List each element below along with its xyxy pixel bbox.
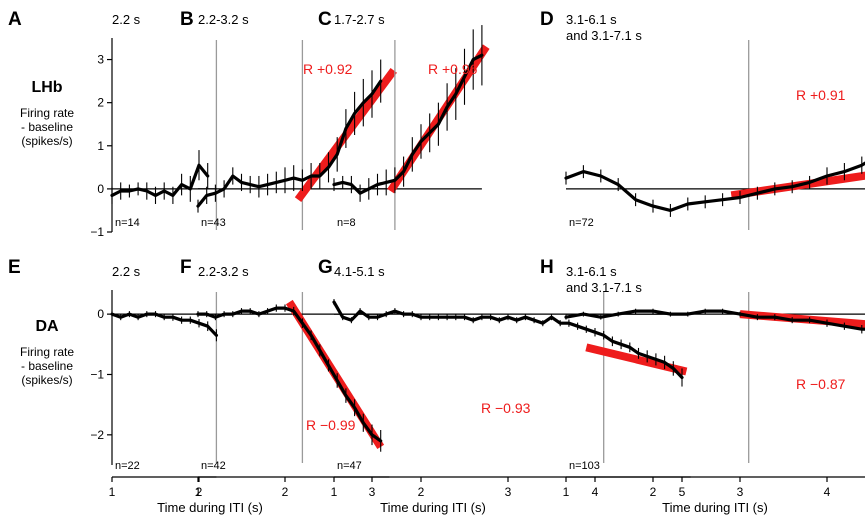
- panel-title-f: 2.2-3.2 s: [198, 264, 249, 279]
- x-tick-label-g-4: 5: [679, 485, 686, 499]
- x-tick-label-f-1: 2: [282, 485, 289, 499]
- panel-letter-H: H: [540, 257, 554, 278]
- x-tick-label-g-3: 4: [592, 485, 599, 499]
- mean-trace-f: [196, 306, 383, 443]
- x-tick-label-h-1: 2: [650, 485, 657, 499]
- panel-title-a: 2.2 s: [112, 12, 141, 27]
- panel-g: 1 2 3 4 5 4.1-5.1 s n=47 R −0.93: [331, 264, 691, 499]
- x-tick-label-e-1: 2: [196, 485, 203, 499]
- y-tick-label-a-4: 3: [97, 53, 104, 67]
- r-label-b: R +0.92: [303, 61, 353, 77]
- x-tick-label-f-2: 3: [369, 485, 376, 499]
- n-label-a: n=14: [115, 217, 140, 229]
- panel-letter-G: G: [318, 257, 333, 278]
- row-ylabel-da-2: - baseline: [21, 359, 73, 373]
- panel-title-h-0: 3.1-6.1 s: [566, 264, 617, 279]
- n-label-f: n=42: [201, 460, 226, 472]
- panel-letter-B: B: [180, 9, 194, 30]
- xlabel-g: Time during ITI (s): [380, 500, 486, 515]
- row-ylabel-lhb-2: - baseline: [21, 120, 73, 134]
- xlabel-ef: Time during ITI (s): [157, 500, 263, 515]
- mean-trace-h: [564, 309, 865, 331]
- mean-trace-e: [110, 312, 218, 337]
- panel-letter-C: C: [318, 9, 332, 30]
- n-label-h: n=103: [569, 460, 600, 472]
- y-tick-label-e-0: −2: [90, 428, 104, 442]
- x-tick-label-h-2: 3: [737, 485, 744, 499]
- x-tick-label-g-2: 3: [505, 485, 512, 499]
- panel-title-c: 1.7-2.7 s: [334, 12, 385, 27]
- panel-title-e: 2.2 s: [112, 264, 141, 279]
- x-tick-label-e-0: 1: [109, 485, 116, 499]
- x-tick-label-h-3: 4: [824, 485, 831, 499]
- n-label-c: n=8: [337, 217, 356, 229]
- xlabel-h: Time during ITI (s): [662, 500, 768, 515]
- panel-letter-D: D: [540, 9, 554, 30]
- r-label-c: R +0.96: [428, 61, 478, 77]
- n-label-b: n=43: [201, 217, 226, 229]
- panel-letter-E: E: [8, 257, 21, 278]
- y-tick-label-a-3: 2: [97, 96, 104, 110]
- y-tick-label-a-2: 1: [97, 139, 104, 153]
- panel-c: 1.7-2.7 s n=8 R +0.96: [332, 12, 490, 230]
- row-title-lhb: LHb: [31, 79, 62, 96]
- mean-trace-b: [196, 79, 383, 208]
- panel-title-d-0: 3.1-6.1 s: [566, 12, 617, 27]
- x-tick-label-h-0: 1: [563, 485, 570, 499]
- row-ylabel-da-1: Firing rate: [20, 345, 74, 359]
- mean-trace-g: [332, 300, 684, 380]
- n-label-e: n=22: [115, 460, 140, 472]
- panel-title-d-1: and 3.1-7.1 s: [566, 28, 642, 43]
- panel-b: 2.2-3.2 s n=43 R +0.92: [196, 12, 397, 230]
- x-tick-label-g-0: 1: [331, 485, 338, 499]
- n-label-d: n=72: [569, 217, 594, 229]
- panel-a: −1 0 1 2 3 2.2 s n=14: [90, 12, 218, 239]
- panel-letter-F: F: [180, 257, 192, 278]
- y-tick-label-a-1: 0: [97, 182, 104, 196]
- r-label-g: R −0.93: [481, 400, 531, 416]
- x-tick-label-g-1: 2: [418, 485, 425, 499]
- x-tick-label-f-0: 1: [195, 485, 202, 499]
- panel-f: 1 2 32.2-3.2 sn=42R −0.99: [195, 264, 390, 499]
- row-title-da: DA: [35, 318, 59, 335]
- r-label-h: R −0.87: [796, 376, 846, 392]
- panel-title-b: 2.2-3.2 s: [198, 12, 249, 27]
- r-label-f: R −0.99: [306, 417, 356, 433]
- panel-letter-A: A: [8, 9, 22, 30]
- row-ylabel-lhb-3: (spikes/s): [21, 134, 72, 148]
- panel-title-h-1: and 3.1-7.1 s: [566, 280, 642, 295]
- y-tick-label-e-1: −1: [90, 367, 104, 381]
- mean-trace-a: [110, 163, 210, 197]
- mean-trace-d: [564, 161, 865, 212]
- n-label-g: n=47: [337, 460, 362, 472]
- row-ylabel-da-3: (spikes/s): [21, 373, 72, 387]
- mean-trace-c: [332, 53, 484, 195]
- row-ylabel-lhb-1: Firing rate: [20, 106, 74, 120]
- panel-title-g: 4.1-5.1 s: [334, 264, 385, 279]
- panel-e: −2−101 22.2 sn=22: [90, 264, 218, 499]
- y-tick-label-e-2: 0: [97, 307, 104, 321]
- y-tick-label-a-0: −1: [90, 225, 104, 239]
- r-label-d: R +0.91: [796, 87, 846, 103]
